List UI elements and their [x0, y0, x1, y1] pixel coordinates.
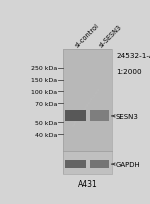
- Text: si-SESN3: si-SESN3: [98, 23, 123, 48]
- Text: GAPDH: GAPDH: [115, 161, 140, 167]
- Bar: [90, 111, 109, 122]
- Bar: [63, 50, 112, 174]
- Text: 1:2000: 1:2000: [116, 69, 142, 74]
- Text: www.Proteintech.com: www.Proteintech.com: [71, 86, 101, 126]
- Bar: [63, 50, 112, 151]
- Text: 40 kDa: 40 kDa: [35, 132, 57, 137]
- Bar: [65, 160, 86, 169]
- Text: 250 kDa: 250 kDa: [31, 66, 57, 71]
- Text: 24532-1-AP: 24532-1-AP: [116, 53, 150, 59]
- Text: 50 kDa: 50 kDa: [35, 120, 57, 125]
- Text: 100 kDa: 100 kDa: [31, 90, 57, 94]
- Bar: [63, 151, 112, 174]
- Text: A431: A431: [77, 179, 97, 188]
- Text: 150 kDa: 150 kDa: [31, 78, 57, 83]
- Bar: [65, 111, 86, 122]
- Text: SESN3: SESN3: [115, 113, 138, 119]
- Text: 70 kDa: 70 kDa: [35, 101, 57, 106]
- Bar: [90, 160, 109, 169]
- Text: si-control: si-control: [74, 22, 100, 48]
